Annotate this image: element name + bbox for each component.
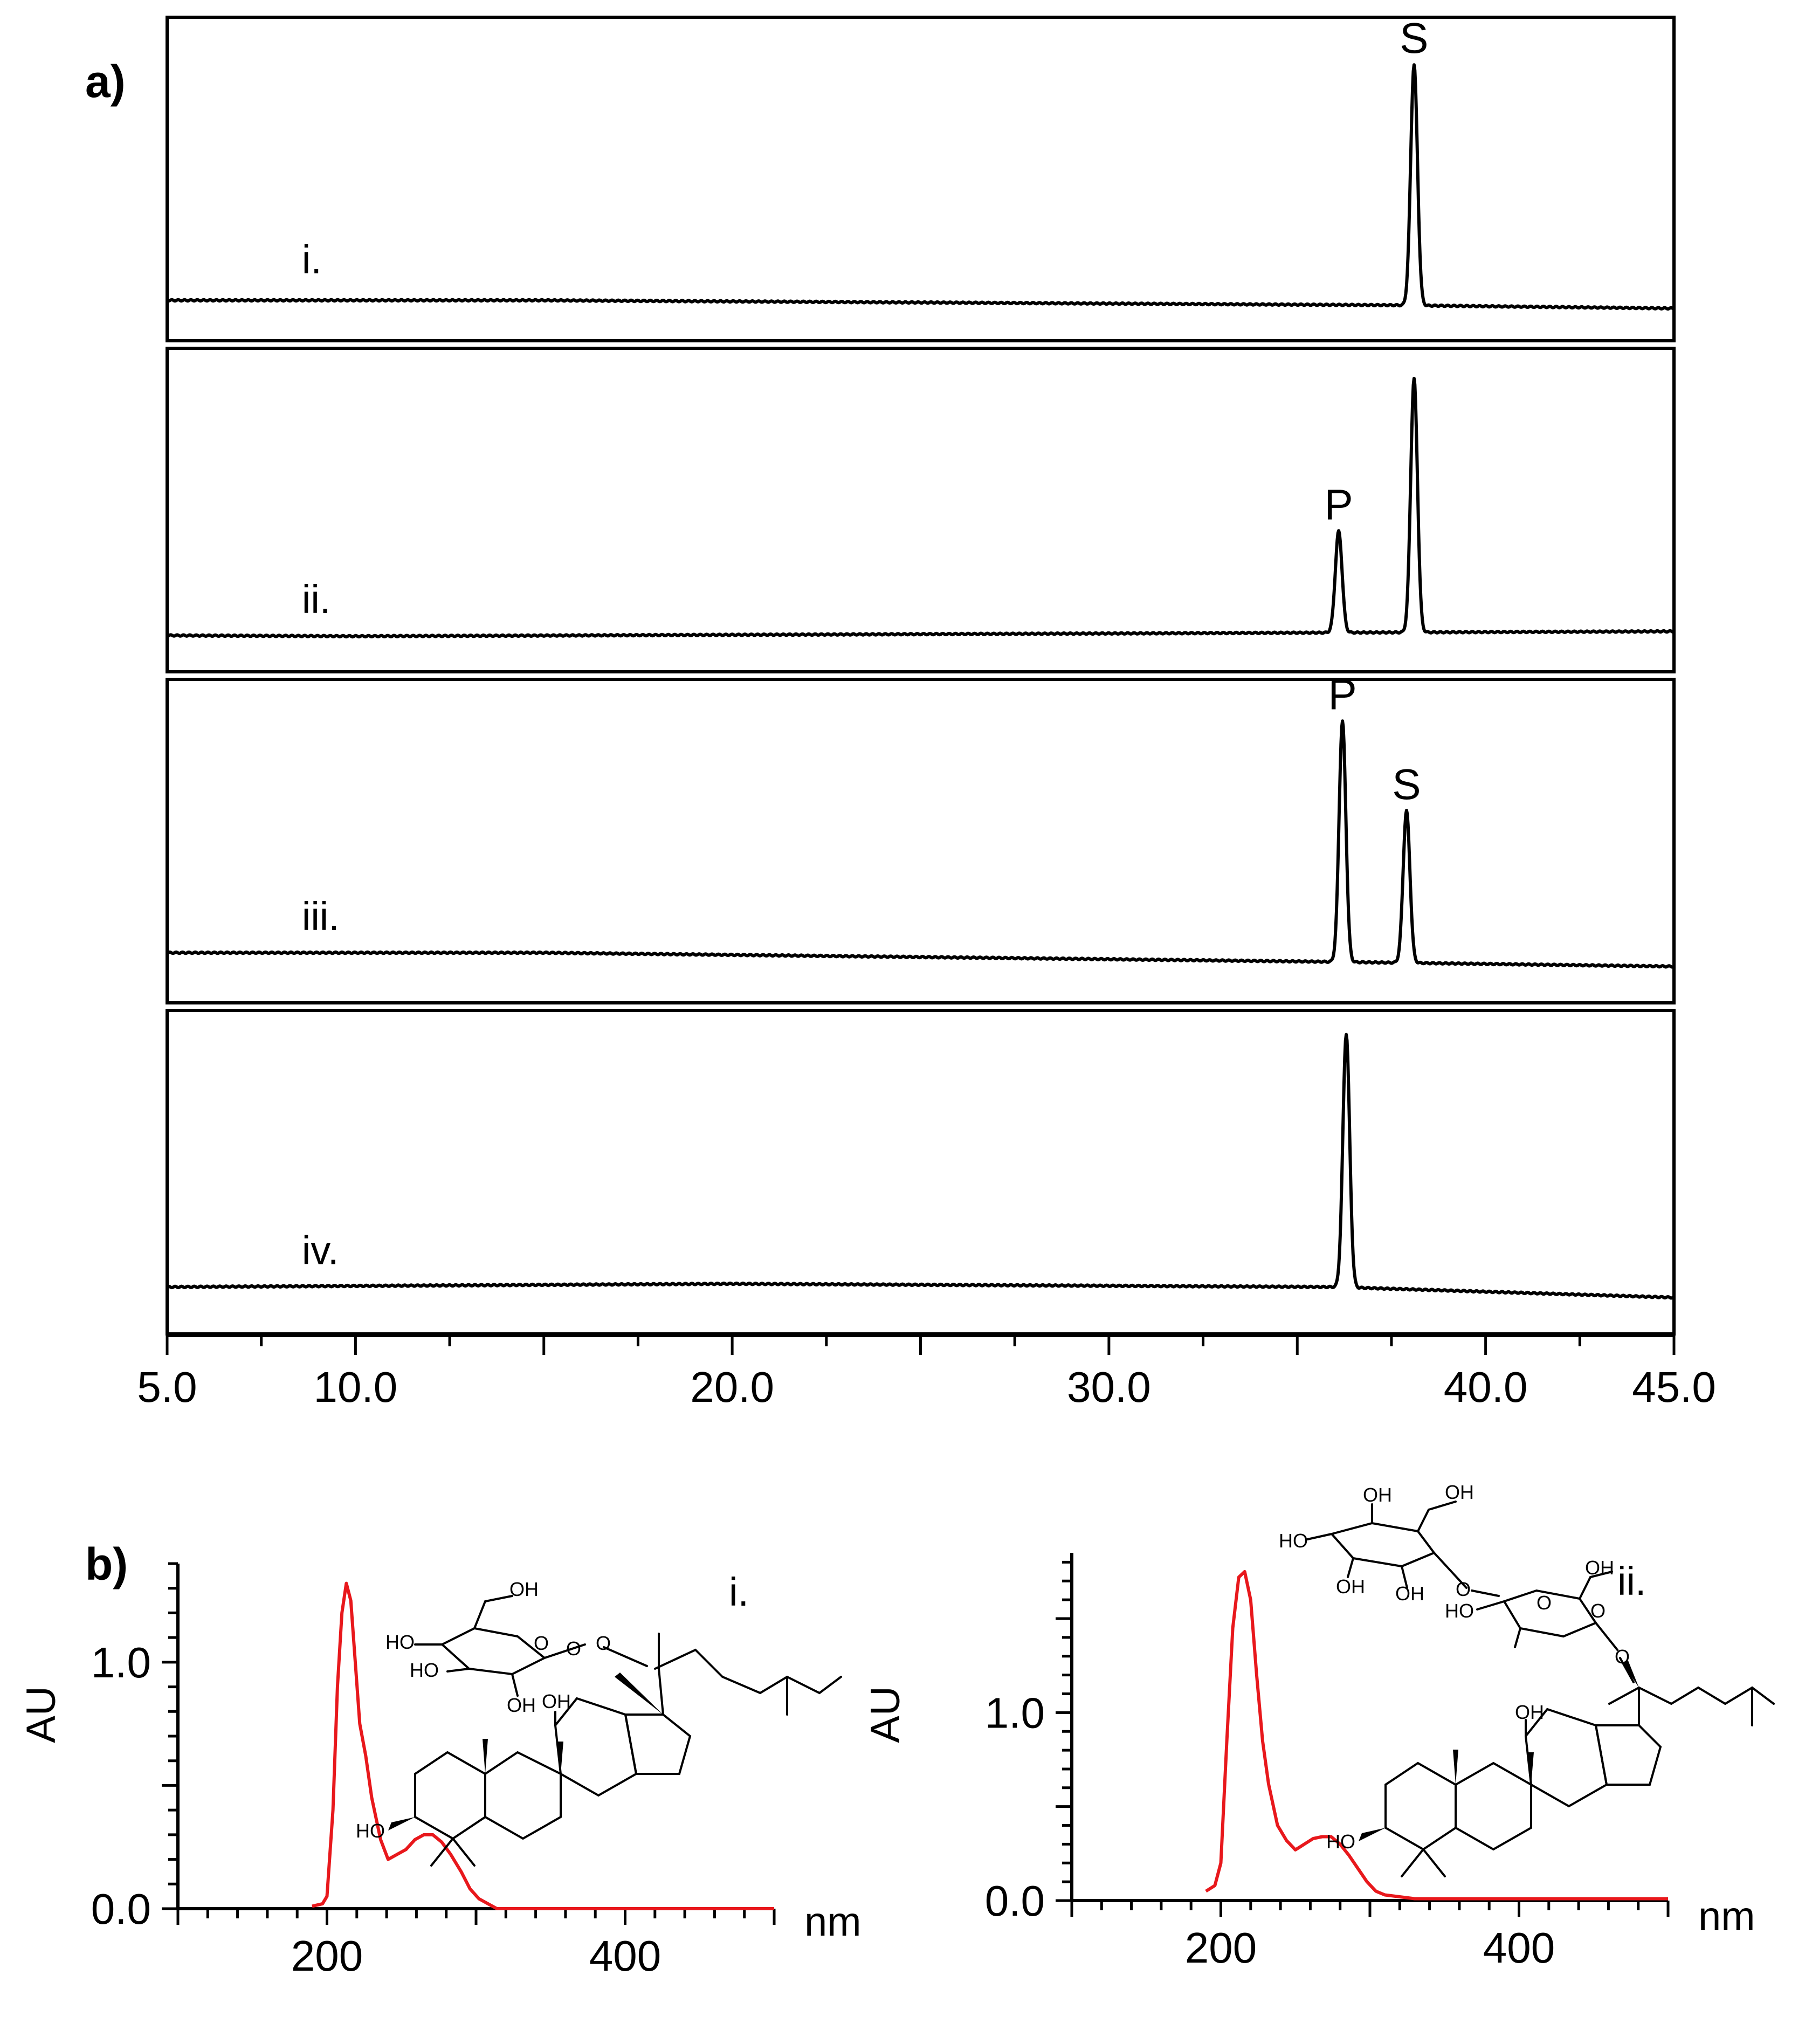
spectrum-i-y-tick-label: 0.0 (91, 1885, 151, 1933)
spectrum-ii-y-label: AU (863, 1686, 908, 1743)
time-tick-label: 40.0 (1444, 1363, 1528, 1411)
time-tick-label: 30.0 (1067, 1363, 1151, 1411)
spectrum-ii-x-tick-label: 200 (1185, 1924, 1257, 1972)
panel-a-label: a) (85, 56, 126, 107)
time-tick-label: 20.0 (690, 1363, 774, 1411)
spectrum-ii-curve (1205, 1570, 1668, 1901)
chromatogram-frame-ii (166, 347, 1676, 673)
ginsenoside-structure-ii: OH OH HO OH OH O O OH HO O O OH HO (1279, 1481, 1775, 1877)
svg-text:HO: HO (385, 1631, 415, 1653)
time-tick-label: 45.0 (1632, 1363, 1716, 1411)
spectrum-i-x-unit: nm (804, 1899, 862, 1945)
svg-text:HO: HO (1445, 1600, 1474, 1622)
spectrum-ii-y-tick-label: 1.0 (985, 1689, 1045, 1737)
spectrum-i-y-tick-label: 1.0 (91, 1639, 151, 1687)
spectrum-ii-label: ii. (1617, 1559, 1646, 1603)
svg-text:OH: OH (507, 1694, 536, 1716)
chromatogram-label-2: ii. (302, 577, 330, 622)
svg-text:HO: HO (356, 1820, 385, 1842)
svg-text:O: O (566, 1637, 581, 1660)
chromatogram-label-4: iv. (302, 1228, 339, 1273)
svg-text:O: O (1537, 1592, 1552, 1614)
peak-label-3-2: S (1392, 760, 1421, 808)
ginsenoside-structure-i: OH HO HO OH O O O OH HO (356, 1578, 842, 1867)
time-tick-label: 5.0 (137, 1363, 197, 1411)
svg-text:O: O (1615, 1646, 1630, 1668)
svg-text:HO: HO (1326, 1830, 1355, 1853)
spectrum-ii-y-tick-label: 0.0 (985, 1877, 1045, 1925)
svg-text:O: O (596, 1632, 611, 1654)
svg-text:OH: OH (1445, 1481, 1474, 1503)
svg-text:HO: HO (1279, 1530, 1308, 1552)
svg-text:O: O (1456, 1578, 1471, 1600)
svg-text:O: O (534, 1632, 549, 1654)
chromatogram-trace-1 (166, 63, 1675, 311)
svg-text:OH: OH (1363, 1484, 1392, 1506)
peak-label-3-1: P (1328, 671, 1356, 719)
svg-text:OH: OH (1395, 1582, 1424, 1605)
chromatogram-label-3: iii. (302, 894, 340, 939)
chromatogram-frame-i (166, 16, 1676, 342)
peak-label-1-1: S (1400, 14, 1428, 62)
spectrum-ii-x-unit: nm (1698, 1894, 1755, 1939)
spectrum-ii-ticks (1056, 1560, 1670, 1917)
panel-b-label: b) (85, 1539, 128, 1589)
spectrum-i-label: i. (729, 1570, 749, 1614)
spectrum-i-x-tick-label: 400 (589, 1932, 661, 1980)
svg-text:OH: OH (542, 1690, 571, 1712)
spectrum-i-x-tick-label: 200 (291, 1932, 363, 1980)
spectrum-ii-x-tick-label: 400 (1483, 1924, 1555, 1972)
svg-text:O: O (1590, 1600, 1606, 1622)
spectrum-i-curve (312, 1581, 774, 1910)
spectrum-i-ticks (162, 1562, 776, 1925)
chromatogram-trace-3 (166, 719, 1675, 969)
svg-text:HO: HO (410, 1659, 439, 1681)
chromatogram-trace-4 (166, 1033, 1675, 1300)
chromatogram-trace-2 (166, 376, 1675, 639)
svg-text:OH: OH (1336, 1575, 1365, 1598)
spectrum-i-line (312, 1581, 774, 1910)
spectrum-i-tick-labels: 200 400 0.0 1.0 (91, 1639, 661, 1980)
time-tick-label: 10.0 (314, 1363, 398, 1411)
peak-label-2-1: P (1324, 480, 1353, 528)
time-axis-tick-labels: 5.0 10.0 20.0 30.0 40.0 45.0 (137, 1363, 1715, 1411)
svg-text:OH: OH (509, 1578, 539, 1600)
spectrum-ii-line (1205, 1570, 1668, 1901)
time-axis-ticks (166, 1336, 1676, 1355)
chromatogram-frame-iii (166, 678, 1676, 1004)
spectrum-i-y-label: AU (18, 1686, 64, 1743)
svg-text:OH: OH (1585, 1557, 1614, 1579)
spectrum-ii-tick-labels: 200 400 0.0 1.0 (985, 1689, 1555, 1972)
chromatogram-traces (166, 63, 1675, 1300)
svg-text:OH: OH (1515, 1701, 1544, 1723)
chromatogram-label-1: i. (302, 237, 322, 282)
